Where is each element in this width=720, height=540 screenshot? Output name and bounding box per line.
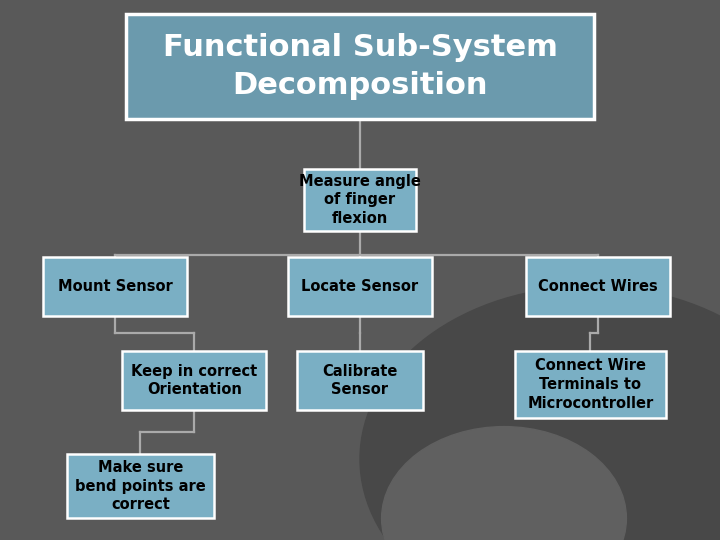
FancyBboxPatch shape — [304, 168, 416, 231]
Text: Mount Sensor: Mount Sensor — [58, 279, 173, 294]
Circle shape — [360, 286, 720, 540]
Circle shape — [382, 427, 626, 540]
FancyBboxPatch shape — [297, 351, 423, 410]
Text: Keep in correct
Orientation: Keep in correct Orientation — [131, 364, 258, 397]
Text: Functional Sub-System
Decomposition: Functional Sub-System Decomposition — [163, 32, 557, 100]
FancyBboxPatch shape — [43, 256, 187, 316]
Text: Connect Wires: Connect Wires — [538, 279, 657, 294]
Text: Connect Wire
Terminals to
Microcontroller: Connect Wire Terminals to Microcontrolle… — [527, 359, 654, 410]
FancyBboxPatch shape — [126, 14, 594, 119]
FancyBboxPatch shape — [288, 256, 432, 316]
FancyBboxPatch shape — [67, 454, 215, 518]
Text: Measure angle
of finger
flexion: Measure angle of finger flexion — [299, 174, 421, 226]
Text: Calibrate
Sensor: Calibrate Sensor — [323, 364, 397, 397]
Text: Make sure
bend points are
correct: Make sure bend points are correct — [75, 460, 206, 512]
FancyBboxPatch shape — [526, 256, 670, 316]
FancyBboxPatch shape — [515, 351, 666, 418]
Text: Locate Sensor: Locate Sensor — [302, 279, 418, 294]
FancyBboxPatch shape — [122, 351, 266, 410]
